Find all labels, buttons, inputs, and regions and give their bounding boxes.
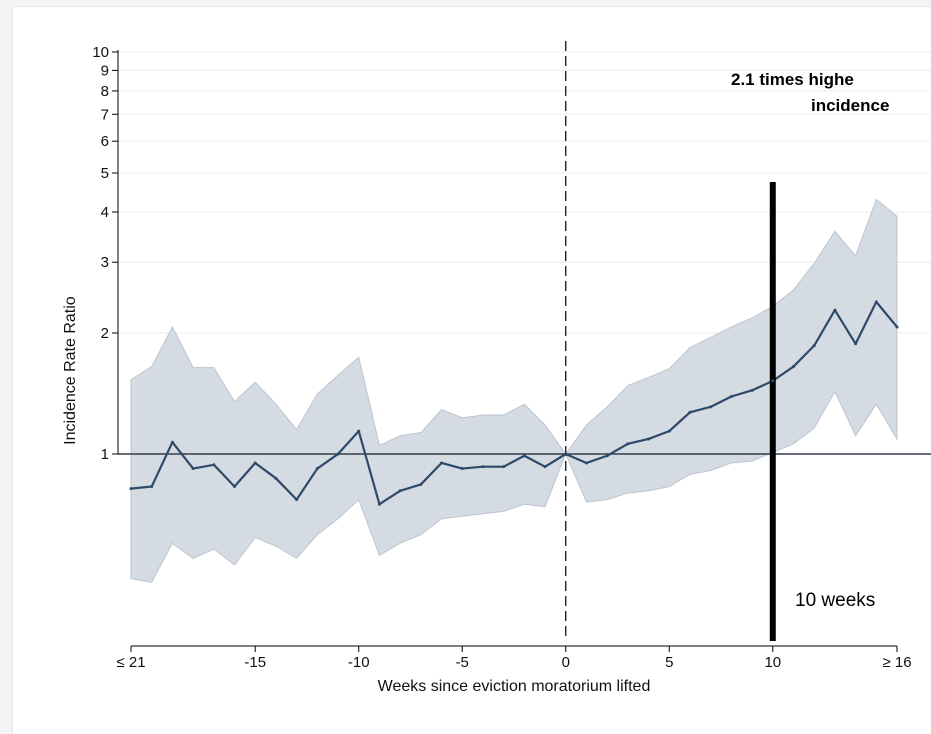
series-point: [377, 502, 381, 506]
series-point: [564, 452, 568, 456]
y-tick-label: 9: [101, 62, 109, 79]
series-point: [191, 467, 195, 471]
series-point: [460, 467, 464, 471]
series-point: [771, 379, 775, 383]
x-tick-label: ≤ 21: [116, 654, 145, 671]
series-point: [605, 454, 609, 458]
confidence-band: [130, 198, 898, 583]
series-point: [150, 485, 154, 489]
series-point: [129, 487, 133, 491]
series-point: [336, 452, 340, 456]
y-tick-label: 6: [101, 133, 109, 150]
series-point: [626, 442, 630, 446]
y-axis-title: Incidence Rate Ratio: [62, 296, 79, 445]
series-point: [170, 440, 174, 444]
series-point: [543, 465, 547, 469]
series-point: [233, 485, 237, 489]
series-point: [895, 325, 899, 329]
x-tick-label: 0: [562, 654, 570, 671]
series-point: [357, 429, 361, 433]
series-point: [502, 465, 506, 469]
series-point: [667, 429, 671, 433]
series-point: [709, 405, 713, 409]
series-point: [729, 395, 733, 399]
annotation-line-1: 2.1 times highe: [731, 70, 854, 89]
x-tick-label: -10: [348, 654, 370, 671]
series-point: [274, 476, 278, 480]
y-tick-label: 1: [101, 446, 109, 463]
series-point: [440, 461, 444, 465]
y-tick-label: 10: [92, 44, 109, 61]
chart-frame: 1 2 3 4 5 6 7 8 9 10 ≤ 21 -15 -10 -5 0 5 10 ≥ 16 Inciden…: [12, 6, 931, 734]
series-point: [212, 463, 216, 467]
y-tick-label: 7: [101, 106, 109, 123]
y-tick-label: 5: [101, 165, 109, 182]
series-point: [791, 365, 795, 369]
series-point: [522, 454, 526, 458]
series-point: [874, 300, 878, 304]
y-tick-label: 8: [101, 83, 109, 100]
annotation-line-2: incidence: [811, 96, 889, 115]
x-tick-label: ≥ 16: [882, 654, 911, 671]
ten-weeks-label: 10 weeks: [795, 590, 875, 611]
grid: [118, 51, 931, 455]
series-point: [481, 465, 485, 469]
series-point: [750, 388, 754, 392]
irr-series-line: [130, 300, 898, 506]
series-point: [688, 410, 692, 414]
x-axis-title: Weeks since eviction moratorium lifted: [378, 678, 651, 695]
x-axis: ≤ 21 -15 -10 -5 0 5 10 ≥ 16: [116, 645, 912, 671]
series-point: [295, 498, 299, 502]
x-tick-label: -15: [244, 654, 266, 671]
x-tick-label: 10: [764, 654, 781, 671]
series-point: [833, 308, 837, 312]
x-tick-label: -5: [456, 654, 469, 671]
series-point: [419, 482, 423, 486]
y-axis: 1 2 3 4 5 6 7 8 910: [92, 44, 119, 463]
series-points: [129, 300, 899, 506]
y-tick-label: 3: [101, 254, 109, 271]
series-point: [315, 467, 319, 471]
y-tick-label: 4: [101, 204, 109, 221]
series-point: [812, 344, 816, 348]
series-point: [253, 461, 257, 465]
x-tick-label: 5: [665, 654, 673, 671]
series-point: [854, 342, 858, 346]
series-point: [584, 461, 588, 465]
series-point: [647, 437, 651, 441]
y-tick-label: 2: [101, 325, 109, 342]
series-point: [398, 489, 402, 493]
